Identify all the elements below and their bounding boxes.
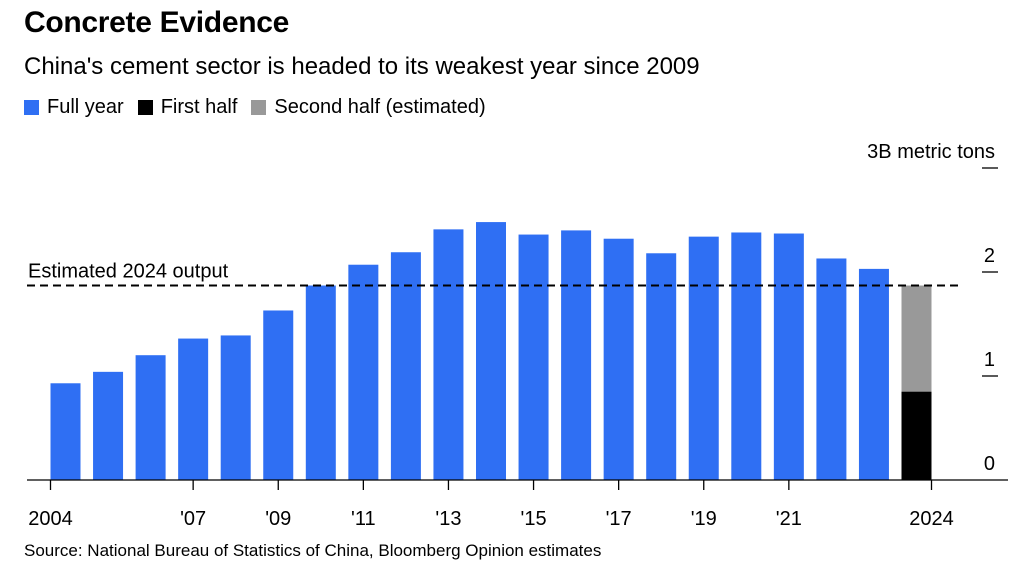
y-tick-label: 3B metric tons [867, 141, 995, 163]
y-tick-label: 0 [984, 453, 995, 475]
x-tick-label: '07 [180, 508, 206, 530]
legend-label: First half [160, 96, 238, 118]
chart-title: Concrete Evidence [24, 6, 290, 39]
bar-2009-full-year [263, 310, 294, 480]
bar-2006-full-year [135, 355, 166, 480]
bars-group [50, 222, 932, 480]
bar-2017-full-year [603, 238, 634, 480]
x-tick-label: 2024 [909, 508, 954, 530]
bar-2018-full-year [646, 253, 677, 480]
bar-2012-full-year [390, 252, 421, 480]
bar-2013-full-year [433, 229, 464, 480]
x-tick-label: '15 [521, 508, 547, 530]
estimated-output-label: Estimated 2024 output [28, 261, 229, 283]
x-tick-label: '19 [691, 508, 717, 530]
x-tick-label: '13 [435, 508, 461, 530]
source-note: Source: National Bureau of Statistics of… [24, 541, 602, 560]
chart-subtitle: China's cement sector is headed to its w… [24, 53, 700, 80]
bar-2005-full-year [93, 371, 124, 480]
legend-swatch-full-year [24, 100, 39, 115]
bar-2004-full-year [50, 383, 81, 480]
bar-2010-full-year [305, 285, 336, 480]
x-tick-label: '21 [776, 508, 802, 530]
x-axis: 2004 '07 '09 '11 '13 '15 '17 '19 '21 2024 [27, 479, 1008, 530]
y-axis: 0 1 2 3B metric tons [867, 141, 998, 475]
x-tick-label: 2004 [28, 508, 73, 530]
bar-2024-second-half-estimated [901, 285, 932, 392]
annotations: Estimated 2024 output [27, 261, 958, 287]
x-tick-label: '09 [265, 508, 291, 530]
y-tick-label: 2 [984, 245, 995, 267]
bar-2019-full-year [688, 236, 719, 480]
bar-2022-full-year [816, 258, 847, 480]
bar-2014-full-year [476, 222, 506, 480]
legend-swatch-first-half [137, 100, 153, 115]
bar-2020-full-year [731, 232, 762, 480]
bar-2008-full-year [220, 335, 251, 480]
legend-label: Full year [47, 96, 124, 118]
bar-2024-first-half [901, 391, 932, 480]
legend-item-second-half: Second half (estimated) [251, 96, 486, 119]
legend-item-first-half: First half [137, 96, 238, 119]
bar-2011-full-year [348, 264, 379, 480]
legend-swatch-second-half [251, 100, 267, 115]
bar-2015-full-year [518, 234, 549, 480]
x-tick-label: '17 [606, 508, 632, 530]
bar-2007-full-year [178, 338, 209, 480]
legend: Full year First half Second half (estima… [24, 96, 500, 119]
bar-2021-full-year [773, 233, 804, 480]
bar-2016-full-year [561, 230, 592, 480]
x-tick-label: '11 [351, 508, 376, 530]
bar-2023-full-year [858, 268, 889, 480]
y-tick-label: 1 [984, 349, 995, 371]
legend-label: Second half (estimated) [274, 96, 486, 118]
legend-item-full-year: Full year [24, 96, 124, 119]
